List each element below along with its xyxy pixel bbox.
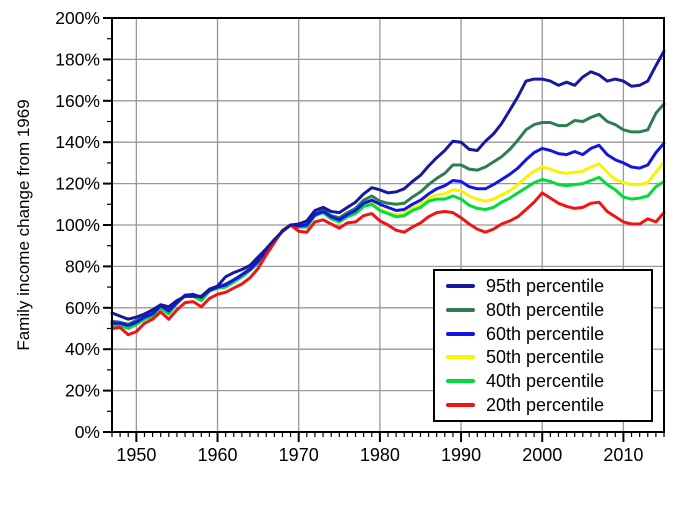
x-tick-label-1950: 1950	[116, 445, 156, 465]
legend-line-icon-60th-percentile	[446, 331, 475, 336]
x-tick-label-1980: 1980	[360, 445, 400, 465]
legend-item-95th-percentile: 95th percentile	[446, 277, 651, 295]
y-tick-label-160: 160%	[55, 91, 100, 111]
plot-frame	[111, 17, 665, 433]
x-tick-label-1960: 1960	[198, 445, 238, 465]
legend-line-icon-80th-percentile	[446, 307, 475, 312]
x-tick-label-2000: 2000	[522, 445, 562, 465]
legend-item-50th-percentile: 50th percentile	[446, 348, 651, 366]
legend-label-60th-percentile: 60th percentile	[486, 323, 605, 344]
legend-label-80th-percentile: 80th percentile	[486, 299, 605, 320]
y-tick-label-180: 180%	[55, 49, 100, 69]
series-line-40th-percentile	[110, 175, 666, 330]
legend-item-40th-percentile: 40th percentile	[446, 372, 651, 390]
y-tick-label-0: 0%	[75, 422, 100, 442]
y-tick-label-20: 20%	[65, 381, 100, 401]
y-tick-label-100: 100%	[55, 215, 100, 235]
legend-item-60th-percentile: 60th percentile	[446, 325, 651, 343]
series-line-95th-percentile	[110, 49, 666, 321]
legend-line-icon-50th-percentile	[446, 355, 475, 360]
legend-label-20th-percentile: 20th percentile	[486, 395, 605, 416]
x-tick-label-1990: 1990	[441, 445, 481, 465]
series-line-20th-percentile	[110, 191, 666, 337]
legend-item-80th-percentile: 80th percentile	[446, 301, 651, 319]
y-tick-label-80: 80%	[65, 256, 100, 276]
legend-label-40th-percentile: 40th percentile	[486, 371, 605, 392]
legend: 95th percentile 80th percentile 60th perce…	[433, 269, 653, 422]
y-tick-label-40: 40%	[65, 339, 100, 359]
legend-line-icon-95th-percentile	[446, 283, 475, 288]
legend-line-icon-20th-percentile	[446, 403, 475, 408]
y-tick-label-120: 120%	[55, 174, 100, 194]
y-tick-label-140: 140%	[55, 132, 100, 152]
legend-line-icon-40th-percentile	[446, 379, 475, 384]
y-tick-label-60: 60%	[65, 298, 100, 318]
y-axis-title: Family income change from 1969	[14, 99, 33, 351]
y-tick-label-200: 200%	[55, 8, 100, 28]
x-tick-label-2010: 2010	[603, 445, 643, 465]
legend-label-50th-percentile: 50th percentile	[486, 347, 605, 368]
legend-item-20th-percentile: 20th percentile	[446, 396, 651, 414]
x-tick-label-1970: 1970	[279, 445, 319, 465]
legend-label-95th-percentile: 95th percentile	[486, 275, 605, 296]
